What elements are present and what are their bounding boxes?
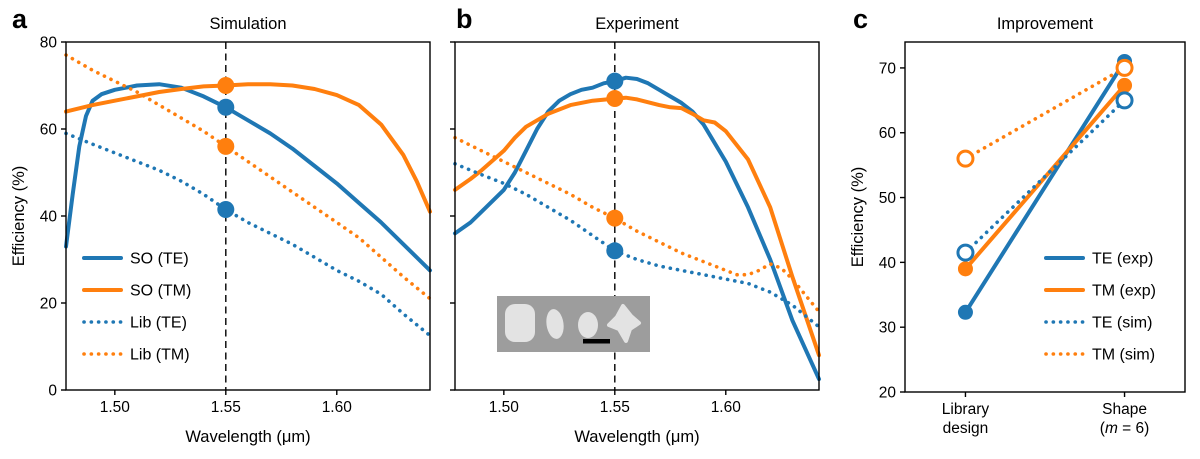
meta-atom-2 [546, 309, 564, 339]
marker-tm-exp [957, 261, 973, 277]
x-tick-label: 1.55 [211, 399, 241, 416]
plot-border [904, 41, 1186, 393]
legend-label-tm-exp: TM (exp) [1092, 283, 1156, 300]
legend-label-lib-te: Lib (TE) [130, 315, 187, 332]
y-tick-label: 50 [879, 190, 897, 207]
legend: SO (TE) SO (TM) Lib (TE) Lib (TM) [82, 251, 191, 364]
y-tick-label: 20 [879, 385, 897, 402]
series-line-so-te [64, 82, 432, 273]
sem-scale-bar [583, 339, 610, 344]
x-tick-label: 1.60 [322, 399, 353, 416]
x-tick-label: Shape [1102, 401, 1147, 418]
panel-letter-b: b [456, 4, 473, 34]
marker-tm-exp [606, 90, 624, 108]
y-axis-label: Efficiency (%) [849, 167, 867, 268]
panel-simulation-chart: 1.50 1.55 1.60 0 20 40 60 80 Simulation Wavelengt… [0, 0, 445, 454]
x-tick-label: 1.50 [489, 399, 520, 416]
marker-so-te [217, 98, 235, 116]
legend-label-lib-tm: Lib (TM) [130, 347, 190, 364]
marker-lib-tm [217, 137, 235, 155]
legend: TE (exp) TM (exp) TE (sim) TM (sim) [1044, 251, 1156, 364]
panel-improvement-chart: Library design Shape (m = 6) 20 30 40 50 60 70 Imp… [835, 0, 1200, 454]
chart-title: Simulation [209, 15, 286, 33]
marker-te-exp [957, 304, 973, 320]
y-axis-label: Efficiency (%) [10, 166, 28, 267]
y-tick-label: 60 [40, 122, 58, 139]
marker-lib-te-exp [606, 242, 624, 260]
panel-letter-a: a [12, 4, 28, 34]
x-tick-label: Library [942, 401, 990, 418]
x-tick-label: design [943, 420, 989, 437]
legend-label-so-te: SO (TE) [130, 251, 189, 268]
marker-tm-exp [1117, 77, 1133, 93]
legend-label-te-sim: TE (sim) [1092, 315, 1152, 332]
panel-letter-c: c [853, 4, 869, 34]
series-line-tm-sim [963, 66, 1127, 161]
y-tick-label: 40 [40, 209, 58, 226]
legend-label-so-tm: SO (TM) [130, 283, 191, 300]
meta-atom-3 [578, 312, 598, 338]
marker-tm-sim [1115, 58, 1134, 77]
series-line-so-tm [64, 82, 432, 214]
x-tick-label: 1.55 [600, 399, 630, 416]
y-tick-label: 60 [879, 125, 897, 142]
chart-title: Experiment [595, 15, 679, 33]
marker-lib-te [217, 200, 235, 218]
series-line-lib-te [64, 131, 432, 338]
marker-so-tm [217, 77, 235, 94]
y-tick-label: 30 [879, 320, 897, 337]
marker-lib-tm-exp [606, 209, 624, 227]
x-tick-label: 1.60 [711, 399, 742, 416]
y-tick-label: 0 [48, 383, 57, 400]
x-axis-label: Wavelength (μm) [185, 428, 310, 446]
legend-label-te-exp: TE (exp) [1092, 251, 1153, 268]
sem-inset-image [497, 296, 650, 352]
x-axis-label: Wavelength (μm) [574, 428, 699, 446]
chart-a-svg: 1.50 1.55 1.60 0 20 40 60 80 Simulation Wavelengt… [10, 15, 432, 446]
marker-te-sim [956, 243, 975, 262]
series-line-te-exp [963, 59, 1127, 315]
chart-b-svg: 1.50 1.55 1.60 Experiment Wavelength (μm) [450, 15, 821, 446]
series-line-te-sim [963, 98, 1127, 255]
marker-tm-sim [956, 149, 975, 168]
marker-te-sim [1115, 91, 1134, 110]
x-tick-label: (m = 6) [1100, 420, 1150, 437]
chart-c-svg: Library design Shape (m = 6) 20 30 40 50 60 70 Imp… [849, 15, 1186, 437]
marker-te-exp [606, 72, 624, 90]
legend-label-tm-sim: TM (sim) [1092, 347, 1155, 364]
y-tick-label: 80 [40, 35, 58, 52]
meta-atom-4 [607, 304, 641, 343]
series-line-lib-tm [64, 53, 432, 301]
x-tick-label: 1.50 [100, 399, 131, 416]
chart-title: Improvement [997, 15, 1094, 33]
meta-atom-1 [505, 304, 535, 342]
y-tick-label: 20 [40, 296, 58, 313]
y-tick-label: 40 [879, 255, 897, 272]
series-line-tm-exp [453, 95, 821, 358]
y-tick-label: 70 [879, 60, 897, 77]
series-line-lib-tm-exp [453, 135, 821, 314]
panel-experiment-chart: 1.50 1.55 1.60 Experiment Wavelength (μm) [445, 0, 835, 454]
